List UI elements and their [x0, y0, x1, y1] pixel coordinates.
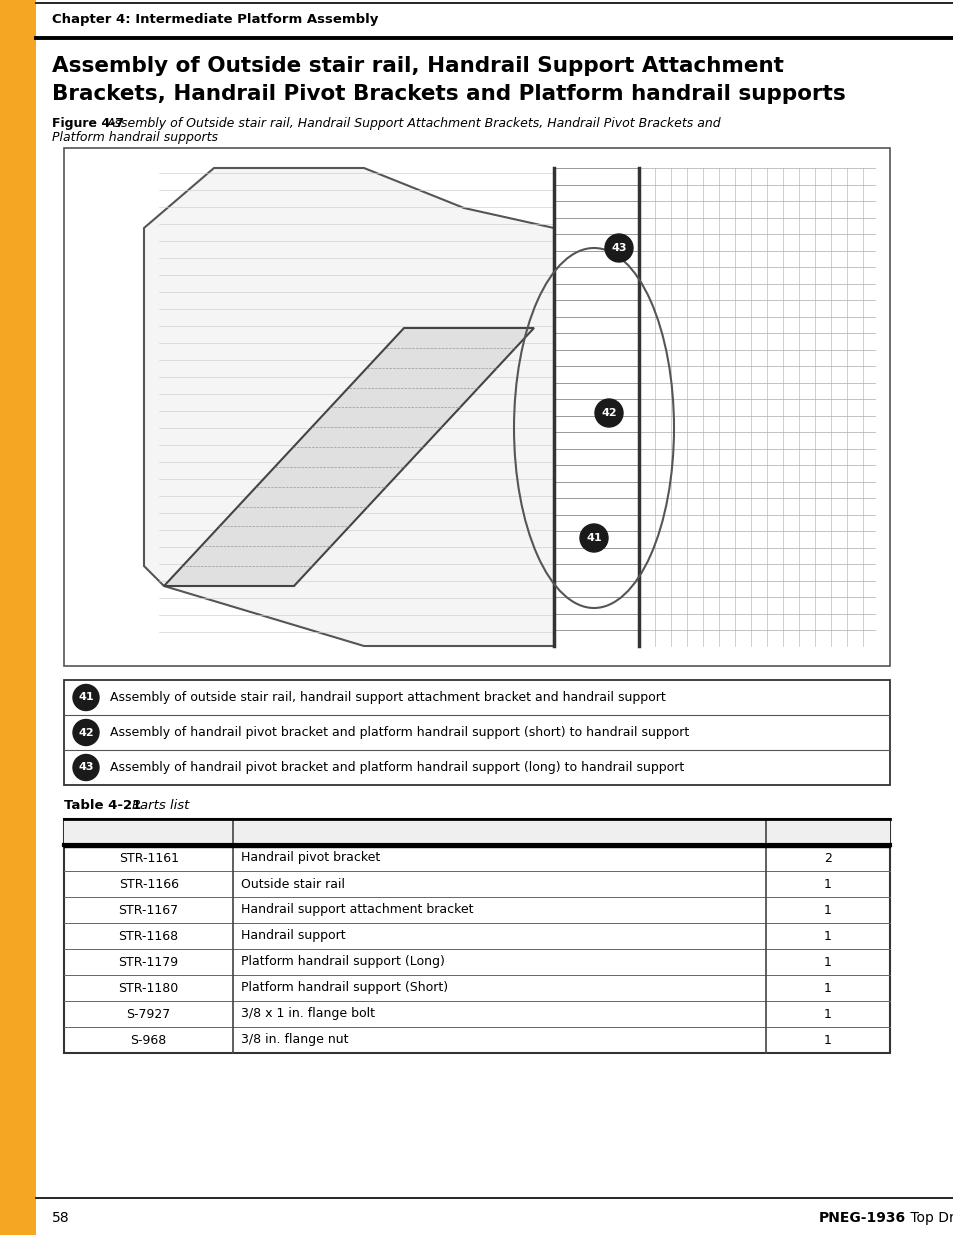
Bar: [0, 0, 36, 1235]
Text: STR-1166: STR-1166: [118, 878, 178, 890]
Text: 41: 41: [78, 693, 93, 703]
Circle shape: [73, 755, 99, 781]
Text: 43: 43: [78, 762, 93, 773]
Text: 1: 1: [823, 956, 831, 968]
Text: PNEG-1936: PNEG-1936: [818, 1212, 905, 1225]
Text: Quantity: Quantity: [795, 825, 860, 839]
Text: STR-1161: STR-1161: [118, 851, 178, 864]
Circle shape: [579, 524, 607, 552]
Text: 3/8 in. flange nut: 3/8 in. flange nut: [241, 1034, 349, 1046]
Text: 1: 1: [823, 878, 831, 890]
Bar: [64, 148, 889, 666]
Text: 2: 2: [823, 851, 831, 864]
Circle shape: [595, 399, 622, 427]
Text: Table 4-21: Table 4-21: [64, 799, 141, 811]
Bar: [64, 680, 889, 785]
Text: 42: 42: [78, 727, 93, 737]
Text: Figure 4-7: Figure 4-7: [52, 117, 129, 130]
Text: Description: Description: [456, 825, 542, 839]
Text: STR-1180: STR-1180: [118, 982, 178, 994]
Text: Platform handrail support (Short): Platform handrail support (Short): [241, 982, 448, 994]
Text: 58: 58: [52, 1212, 70, 1225]
Text: Assembly of Outside stair rail, Handrail Support Attachment Brackets, Handrail P: Assembly of Outside stair rail, Handrail…: [107, 117, 720, 130]
Text: Outside stair rail: Outside stair rail: [241, 878, 345, 890]
Text: Assembly of handrail pivot bracket and platform handrail support (short) to hand: Assembly of handrail pivot bracket and p…: [110, 726, 688, 739]
Text: 43: 43: [611, 243, 626, 253]
Text: 3/8 x 1 in. flange bolt: 3/8 x 1 in. flange bolt: [241, 1008, 375, 1020]
Text: Assembly of handrail pivot bracket and platform handrail support (long) to handr: Assembly of handrail pivot bracket and p…: [110, 761, 683, 774]
Circle shape: [604, 233, 633, 262]
Text: Handrail pivot bracket: Handrail pivot bracket: [241, 851, 380, 864]
Text: Chapter 4: Intermediate Platform Assembly: Chapter 4: Intermediate Platform Assembl…: [52, 14, 378, 26]
Text: Platform handrail support (Long): Platform handrail support (Long): [241, 956, 445, 968]
Text: Parts list: Parts list: [132, 799, 190, 811]
Circle shape: [73, 684, 99, 710]
Text: Handrail support attachment bracket: Handrail support attachment bracket: [241, 904, 474, 916]
Text: 41: 41: [585, 534, 601, 543]
Text: Assembly of outside stair rail, handrail support attachment bracket and handrail: Assembly of outside stair rail, handrail…: [110, 692, 665, 704]
Text: Platform handrail supports: Platform handrail supports: [52, 131, 218, 144]
Text: 1: 1: [823, 1034, 831, 1046]
Text: Handrail support: Handrail support: [241, 930, 346, 942]
Bar: [64, 819, 889, 845]
Text: S-7927: S-7927: [127, 1008, 171, 1020]
Text: S-968: S-968: [131, 1034, 167, 1046]
Text: Assembly of Outside stair rail, Handrail Support Attachment: Assembly of Outside stair rail, Handrail…: [52, 56, 783, 77]
Bar: [64, 819, 889, 1053]
Text: Top Dryer: Top Dryer: [905, 1212, 953, 1225]
Polygon shape: [144, 168, 554, 646]
Text: 42: 42: [600, 408, 617, 417]
Text: STR-1167: STR-1167: [118, 904, 178, 916]
Polygon shape: [164, 329, 534, 585]
Circle shape: [73, 720, 99, 746]
Text: 1: 1: [823, 1008, 831, 1020]
Text: 1: 1: [823, 982, 831, 994]
Text: 1: 1: [823, 904, 831, 916]
Text: STR-1168: STR-1168: [118, 930, 178, 942]
Text: STR-1179: STR-1179: [118, 956, 178, 968]
Text: Brackets, Handrail Pivot Brackets and Platform handrail supports: Brackets, Handrail Pivot Brackets and Pl…: [52, 84, 845, 104]
Text: 1: 1: [823, 930, 831, 942]
Text: Part Number: Part Number: [101, 825, 196, 839]
